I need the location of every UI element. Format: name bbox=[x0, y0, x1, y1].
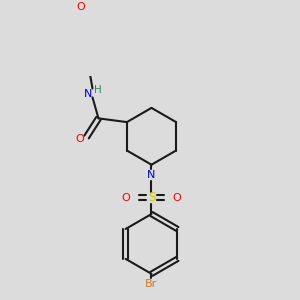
Text: O: O bbox=[75, 134, 84, 144]
Text: H: H bbox=[94, 85, 102, 95]
Text: O: O bbox=[122, 193, 130, 202]
Text: N: N bbox=[147, 170, 156, 180]
Text: N: N bbox=[84, 89, 92, 99]
Text: O: O bbox=[76, 2, 85, 12]
Text: O: O bbox=[172, 193, 181, 202]
Text: Br: Br bbox=[146, 279, 158, 289]
Text: S: S bbox=[148, 191, 155, 204]
